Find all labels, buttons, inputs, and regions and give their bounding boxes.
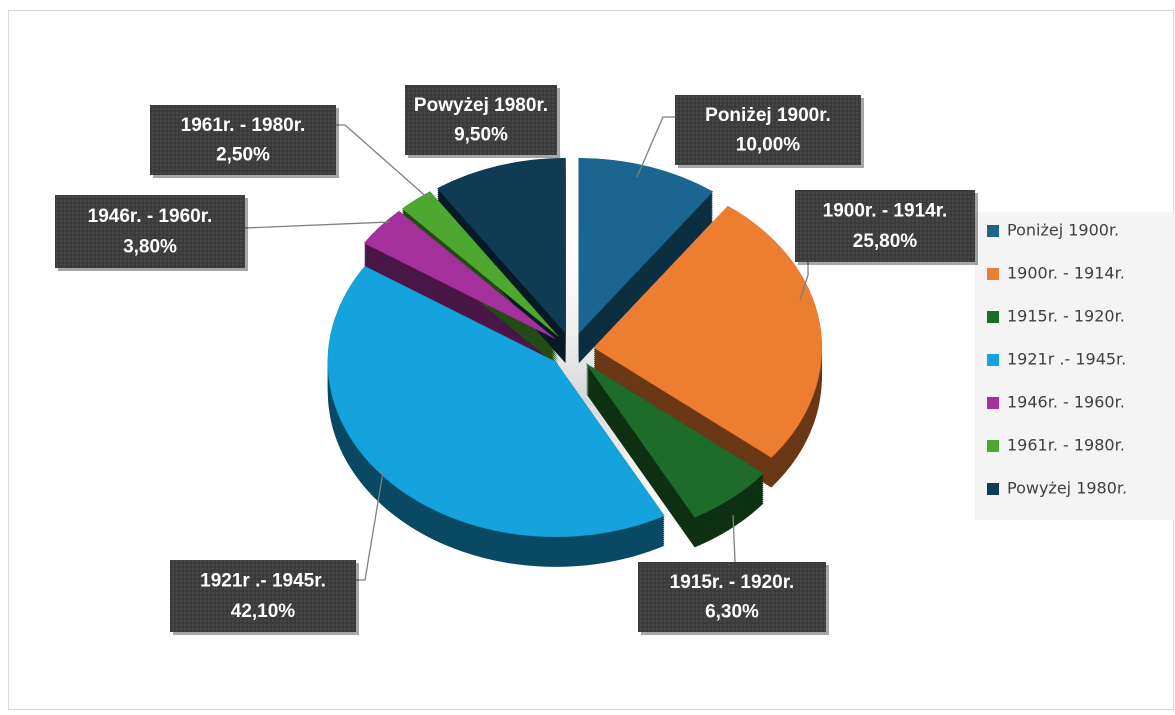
data-label-value: 10,00% — [736, 134, 801, 155]
label-box — [405, 85, 557, 155]
data-label-value: 25,80% — [853, 231, 918, 252]
leader-line — [732, 514, 736, 563]
data-label-value: 9,50% — [454, 124, 508, 145]
slice — [363, 210, 556, 339]
legend-label: 1961r. - 1980r. — [1007, 436, 1125, 455]
legend-swatch — [987, 268, 999, 280]
label-box — [795, 190, 975, 262]
legend-label: 1900r. - 1914r. — [1007, 264, 1125, 283]
legend-swatch — [987, 440, 999, 452]
legend-swatch — [987, 311, 999, 323]
label-box — [170, 560, 356, 632]
slice — [578, 158, 714, 334]
label-box — [150, 105, 336, 175]
slice — [327, 265, 665, 538]
label-box — [675, 95, 861, 165]
data-label-value: 42,10% — [231, 601, 296, 622]
legend-box — [975, 212, 1175, 520]
slice — [593, 205, 822, 458]
data-label-category: 1946r. - 1960r. — [88, 206, 213, 227]
leader-line — [336, 124, 431, 201]
leader-line — [356, 471, 384, 581]
legend-label: 1915r. - 1920r. — [1007, 307, 1125, 326]
leader-line — [244, 221, 391, 229]
legend-swatch — [987, 483, 999, 495]
data-label-value: 6,30% — [705, 601, 759, 622]
legend-label: Poniżej 1900r. — [1007, 221, 1119, 240]
slice — [585, 363, 764, 518]
data-label-category: 1915r. - 1920r. — [670, 572, 795, 593]
data-label-category: 1921r .- 1945r. — [200, 571, 326, 592]
legend-swatch — [987, 354, 999, 366]
data-label-category: 1900r. - 1914r. — [823, 201, 948, 222]
data-label-value: 3,80% — [123, 237, 177, 258]
legend-swatch — [987, 225, 999, 237]
data-label-value: 2,50% — [216, 144, 270, 165]
slice — [436, 157, 566, 334]
leader-line — [636, 116, 675, 178]
legend-label: 1921r .- 1945r. — [1007, 350, 1126, 369]
label-box — [55, 195, 245, 268]
slice — [401, 191, 559, 337]
data-label-category: Powyżej 1980r. — [414, 95, 548, 116]
leader-line — [799, 262, 809, 301]
legend-swatch — [987, 397, 999, 409]
data-label-category: Poniżej 1900r. — [705, 105, 831, 126]
legend-label: Powyżej 1980r. — [1007, 479, 1127, 498]
data-label-category: 1961r. - 1980r. — [181, 115, 306, 136]
legend-label: 1946r. - 1960r. — [1007, 393, 1125, 412]
label-box — [638, 562, 826, 632]
